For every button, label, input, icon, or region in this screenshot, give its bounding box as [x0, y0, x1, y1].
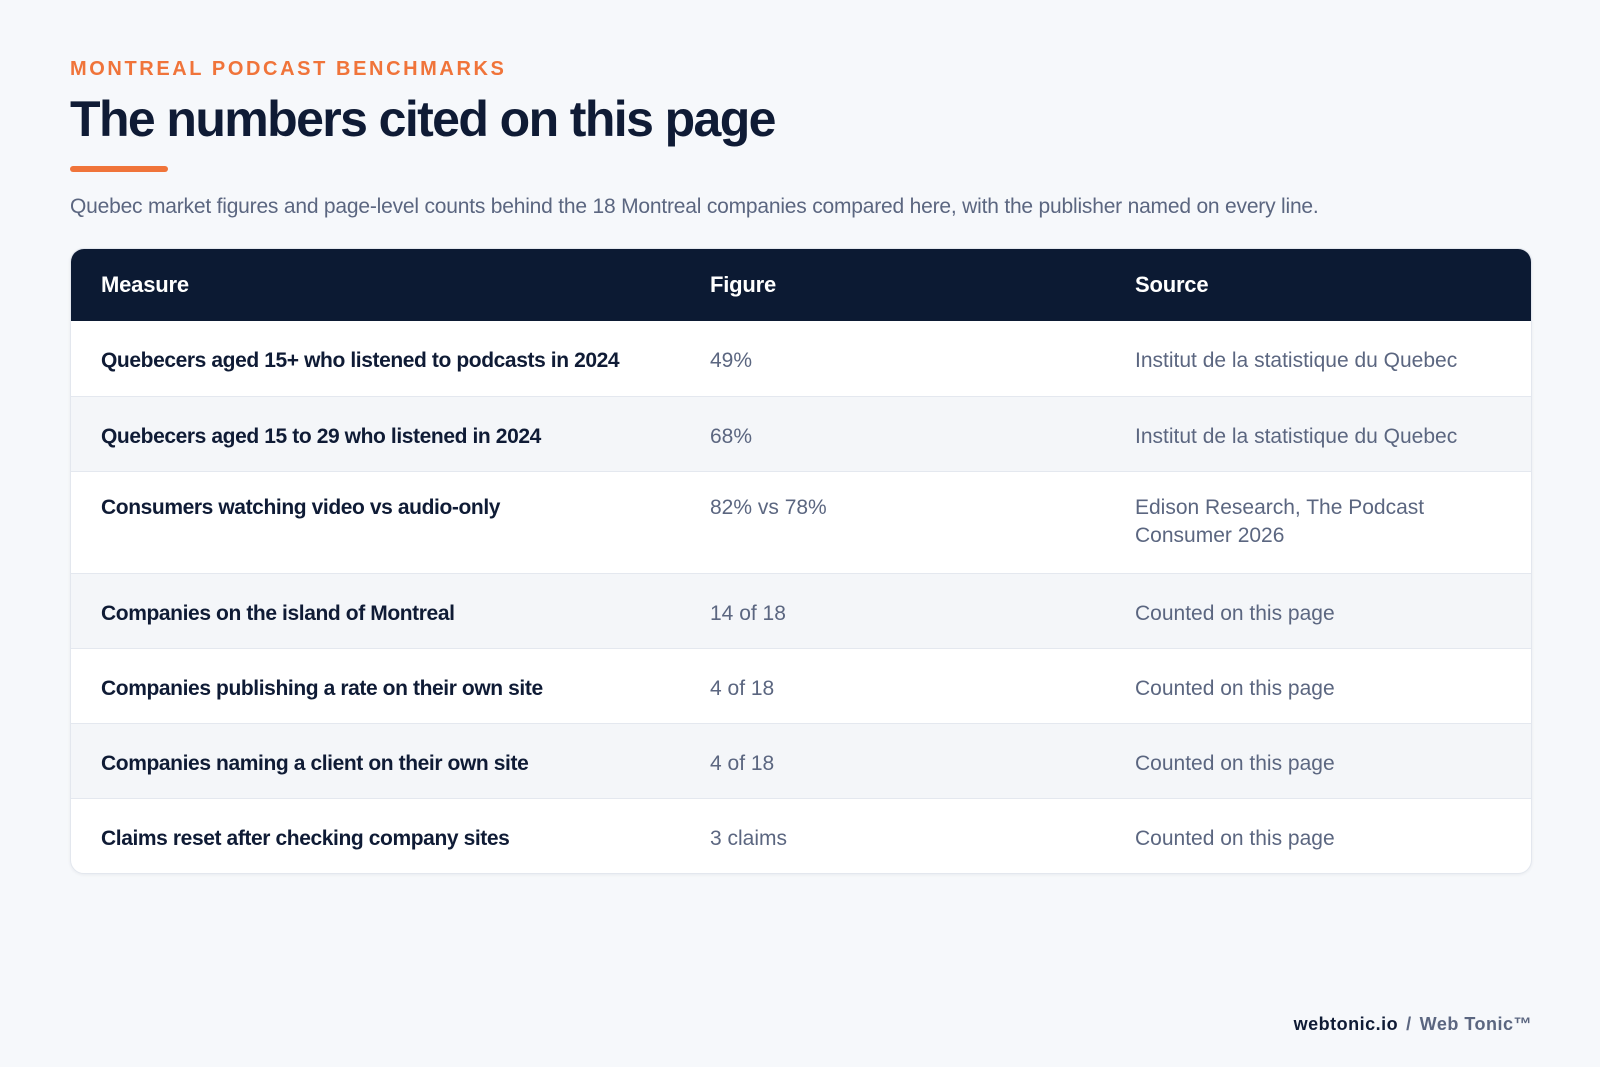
column-header-figure: Figure [710, 272, 777, 297]
table-row: Claims reset after checking company site… [71, 798, 1531, 873]
table-header: Measure Figure Source [71, 249, 1531, 321]
benchmarks-table: Measure Figure Source Quebecers aged 15+… [71, 249, 1531, 873]
footer-brand: Web Tonic™ [1419, 1014, 1532, 1034]
footer-separator: / [1406, 1014, 1412, 1034]
source-cell: Counted on this page [1135, 751, 1335, 775]
source-cell: Institut de la statistique du Quebec [1135, 424, 1458, 448]
page-title: The numbers cited on this page [70, 91, 776, 147]
measure-cell: Companies naming a client on their own s… [101, 751, 529, 775]
table-row: Companies publishing a rate on their own… [71, 648, 1531, 723]
measure-cell: Companies on the island of Montreal [101, 601, 455, 625]
figure-cell: 4 of 18 [710, 676, 775, 700]
table-header-row: Measure Figure Source [71, 249, 1531, 321]
source-cell: Counted on this page [1135, 601, 1335, 625]
source-cell: Counted on this page [1135, 826, 1335, 850]
measure-cell: Companies publishing a rate on their own… [101, 676, 543, 700]
column-header-measure: Measure [101, 272, 189, 297]
figure-cell: 68% [710, 424, 753, 448]
figure-cell: 82% vs 78% [710, 495, 827, 519]
title-accent-bar [70, 166, 168, 172]
measure-cell: Claims reset after checking company site… [101, 826, 510, 850]
table-row: Companies on the island of Montreal 14 o… [71, 573, 1531, 648]
source-cell: Institut de la statistique du Quebec [1135, 349, 1458, 372]
table-row: Consumers watching video vs audio-only 8… [71, 471, 1531, 573]
footer-credit: webtonic.io / Web Tonic™ [1294, 1014, 1532, 1035]
table-row: Companies naming a client on their own s… [71, 723, 1531, 798]
column-header-source: Source [1135, 272, 1209, 297]
page-subtitle: Quebec market figures and page-level cou… [70, 195, 1319, 218]
benchmarks-table-card: Measure Figure Source Quebecers aged 15+… [70, 248, 1532, 874]
table-row: Quebecers aged 15+ who listened to podca… [71, 321, 1531, 396]
footer-domain: webtonic.io [1293, 1014, 1399, 1034]
eyebrow-label: MONTREAL PODCAST BENCHMARKS [70, 58, 507, 80]
measure-cell: Quebecers aged 15 to 29 who listened in … [101, 424, 541, 448]
figure-cell: 14 of 18 [710, 601, 786, 625]
measure-cell: Consumers watching video vs audio-only [101, 495, 501, 519]
figure-cell: 4 of 18 [710, 751, 775, 775]
table-body: Quebecers aged 15+ who listened to podca… [71, 321, 1531, 873]
figure-cell: 49% [710, 349, 753, 372]
source-cell: Counted on this page [1135, 676, 1335, 700]
measure-cell: Quebecers aged 15+ who listened to podca… [101, 349, 620, 372]
table-row: Quebecers aged 15 to 29 who listened in … [71, 396, 1531, 471]
figure-cell: 3 claims [710, 826, 788, 850]
source-cell: Edison Research, The Podcast Consumer 20… [1135, 495, 1425, 547]
